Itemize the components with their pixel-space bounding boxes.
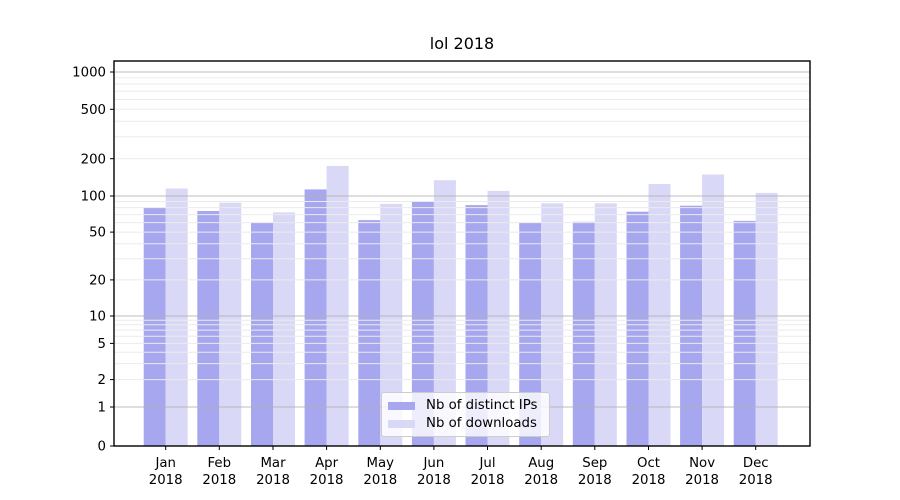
bar-distinct-ips	[411, 201, 434, 446]
bar-distinct-ips	[465, 205, 488, 446]
x-tick-label-month: May	[367, 456, 395, 471]
bar-distinct-ips	[680, 205, 703, 446]
y-tick-label: 10	[89, 310, 106, 325]
x-tick-label-year: 2018	[685, 473, 719, 488]
x-tick-label-year: 2018	[632, 473, 666, 488]
legend: Nb of distinct IPs Nb of downloads	[381, 392, 550, 437]
bar-distinct-ips	[251, 222, 273, 446]
y-tick-label: 50	[89, 226, 106, 241]
bar-distinct-ips	[358, 220, 381, 446]
bar-downloads	[648, 184, 671, 446]
bar-distinct-ips	[143, 207, 166, 446]
legend-item-distinct-ips: Nb of distinct IPs	[388, 398, 542, 413]
x-tick-label-month: Apr	[315, 456, 339, 471]
legend-swatch-downloads	[388, 419, 415, 428]
y-tick-label: 5	[98, 337, 106, 352]
y-tick-label: 1	[98, 401, 106, 416]
x-tick-label-month: Sep	[582, 456, 607, 471]
chart-title: lol 2018	[429, 34, 495, 53]
x-tick-label-year: 2018	[471, 473, 505, 488]
bar-distinct-ips	[572, 221, 595, 446]
bar-downloads	[165, 188, 188, 446]
x-tick-label-month: Feb	[208, 456, 232, 471]
axes-spines	[113, 60, 811, 447]
x-tick-label-month: Jun	[423, 456, 445, 471]
x-tick-label-year: 2018	[578, 473, 612, 488]
bar-distinct-ips	[519, 222, 542, 446]
bar-distinct-ips	[304, 189, 327, 446]
x-tick-label-month: Jul	[478, 456, 495, 471]
y-tick-label: 20	[89, 274, 106, 289]
bar-downloads	[273, 212, 295, 446]
y-tick-label: 2	[98, 373, 106, 388]
y-tick-label: 200	[81, 152, 106, 167]
x-tick-label-year: 2018	[149, 473, 183, 488]
x-tick-label-year: 2018	[363, 473, 397, 488]
legend-label-downloads: Nb of downloads	[426, 416, 537, 431]
legend-swatch-distinct-ips	[388, 401, 415, 410]
x-tick-label-month: Mar	[260, 456, 286, 471]
x-tick-label-year: 2018	[417, 473, 451, 488]
y-tick-label: 0	[98, 440, 106, 455]
x-tick-label-month: Nov	[689, 456, 715, 471]
x-tick-label-month: Aug	[528, 456, 554, 471]
bar-downloads	[487, 190, 510, 446]
x-tick-label-year: 2018	[202, 473, 236, 488]
x-tick-label-year: 2018	[310, 473, 344, 488]
x-tick-label-month: Oct	[637, 456, 660, 471]
x-tick-label-month: Jan	[154, 456, 176, 471]
legend-item-downloads: Nb of downloads	[388, 416, 542, 431]
bar-downloads	[326, 165, 349, 446]
bar-distinct-ips	[197, 211, 220, 446]
x-tick-label-year: 2018	[739, 473, 773, 488]
x-tick-label-year: 2018	[524, 473, 558, 488]
bar-distinct-ips	[733, 220, 756, 446]
legend-label-distinct-ips: Nb of distinct IPs	[426, 398, 538, 413]
y-tick-label: 500	[81, 103, 106, 118]
bar-downloads	[755, 192, 778, 446]
y-tick-label: 1000	[72, 66, 106, 81]
x-tick-label-month: Dec	[743, 456, 769, 471]
x-tick-label-year: 2018	[256, 473, 290, 488]
bar-downloads	[702, 174, 725, 446]
y-tick-label: 100	[81, 190, 106, 205]
bar-distinct-ips	[626, 211, 649, 446]
